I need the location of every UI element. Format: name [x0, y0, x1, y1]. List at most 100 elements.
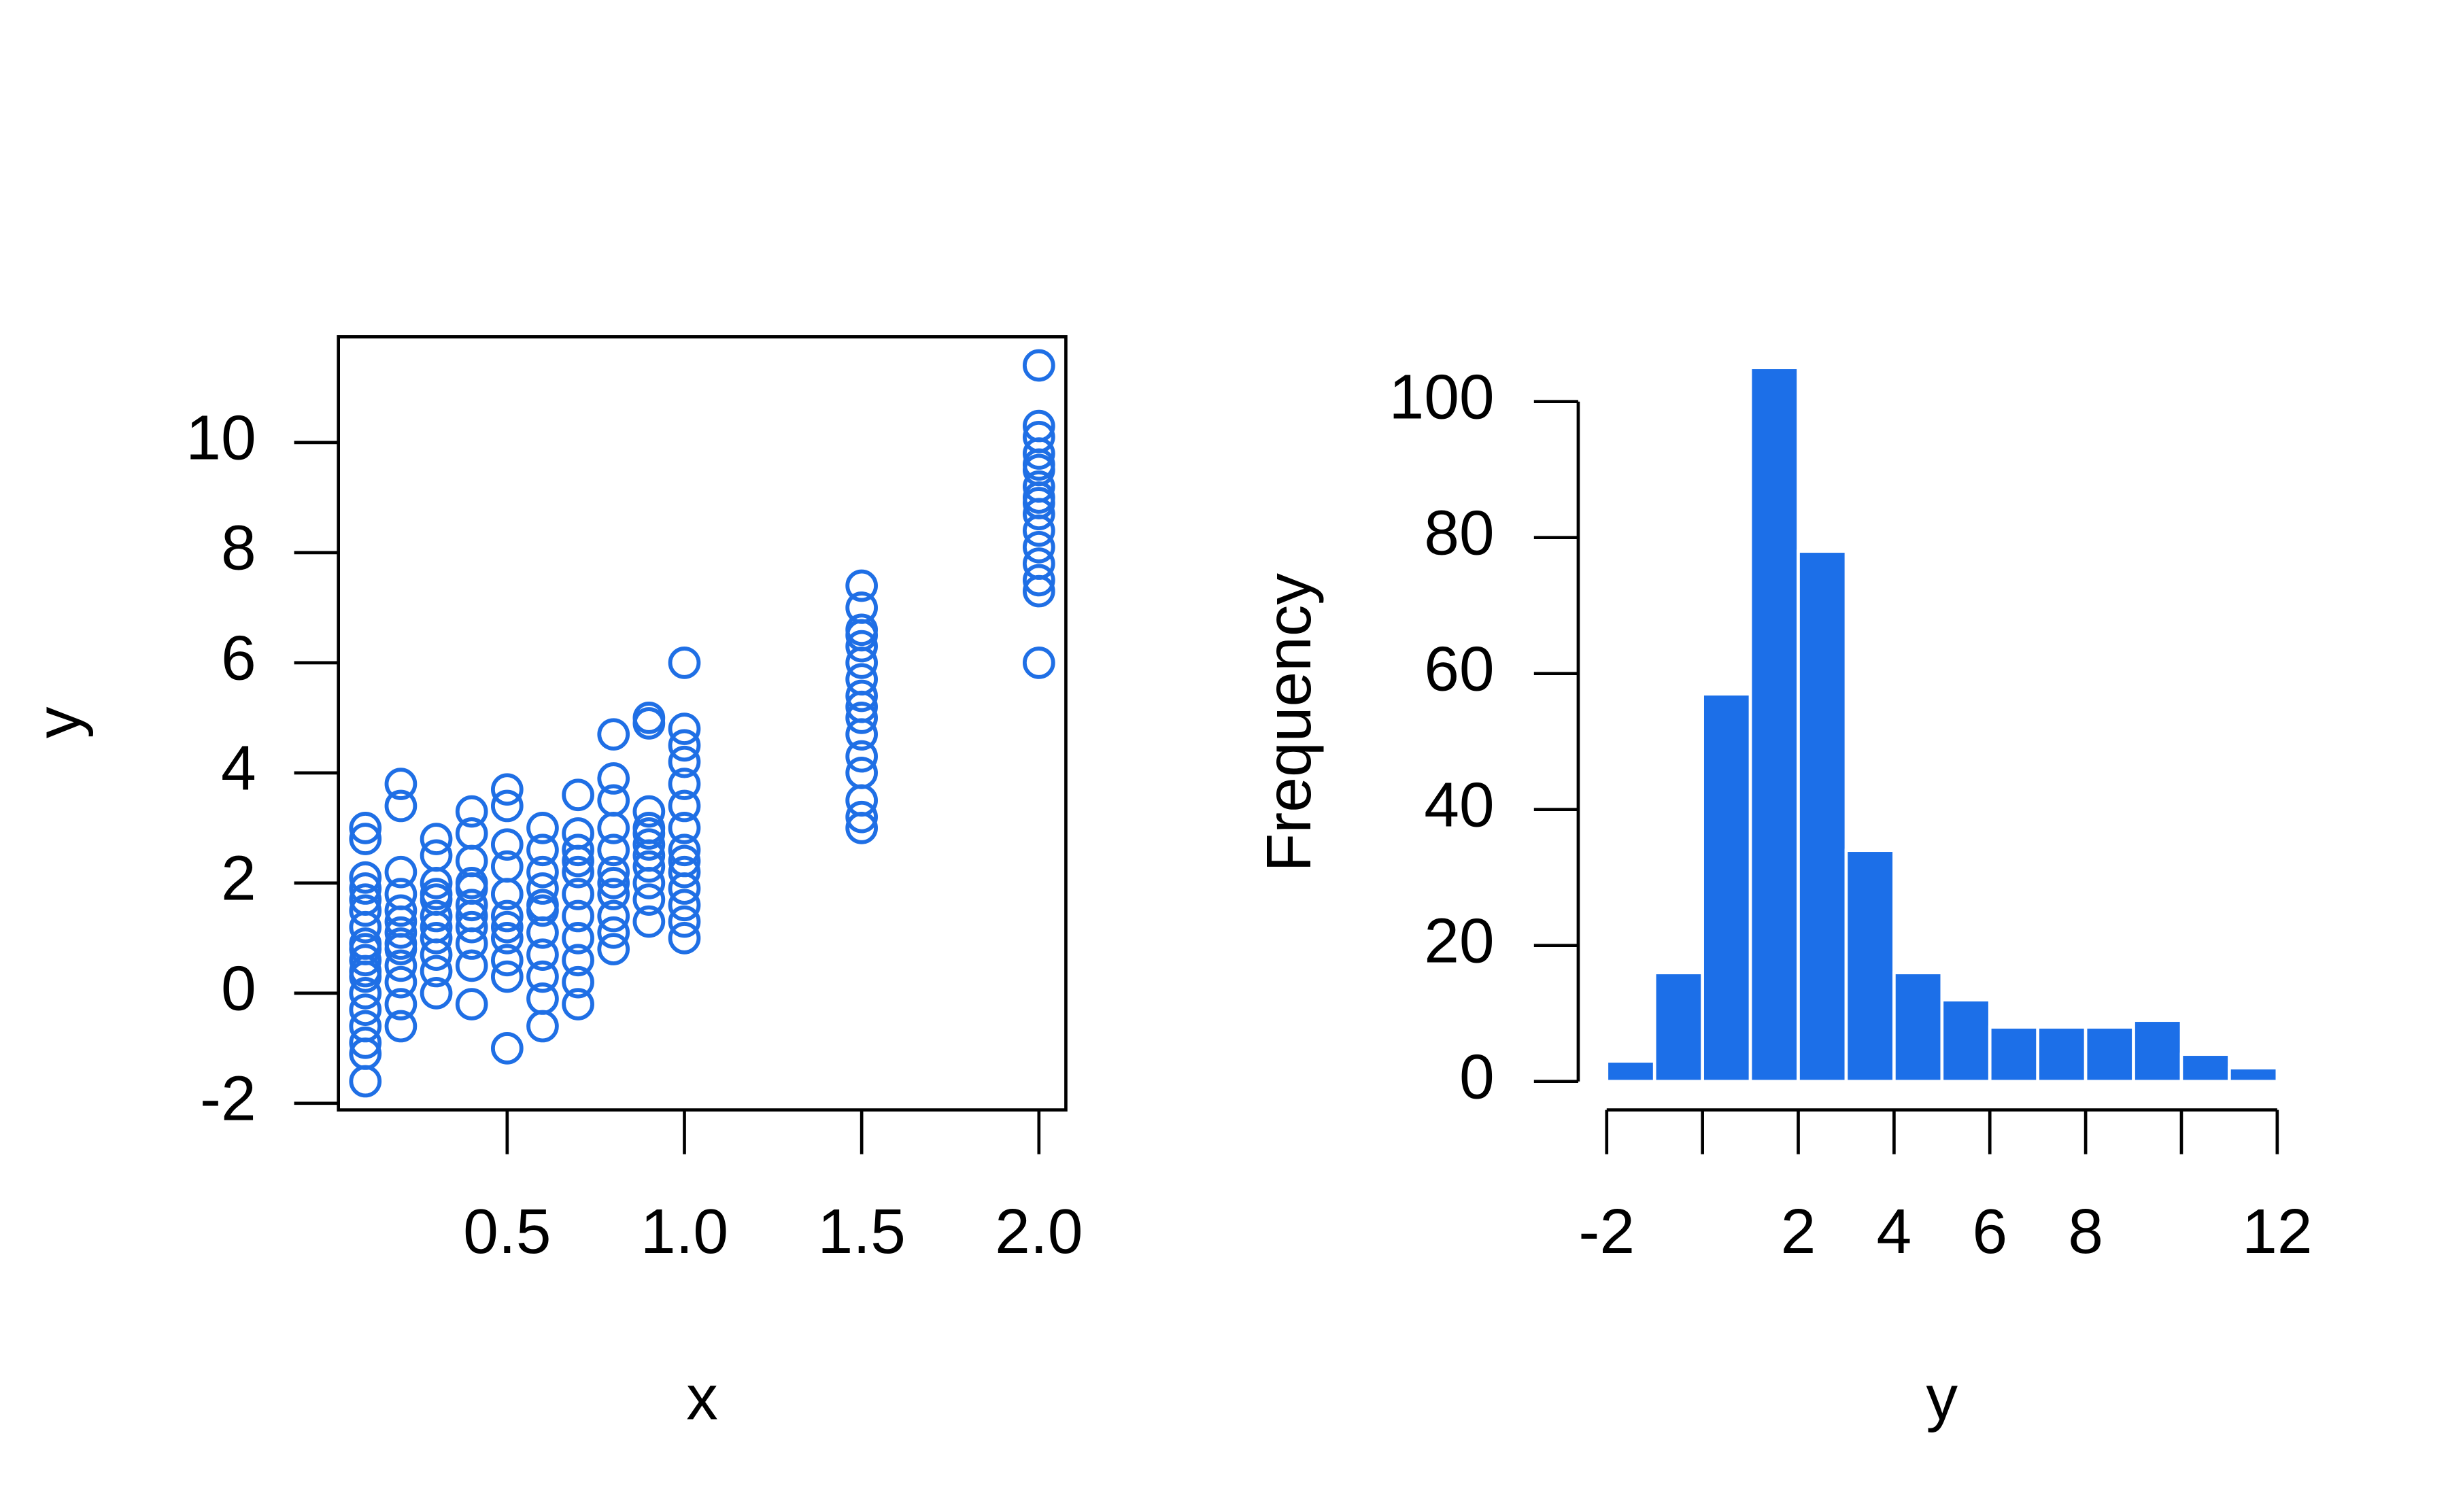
y-tick-label: 10 — [186, 402, 256, 472]
point — [597, 867, 630, 899]
point — [349, 933, 382, 965]
point — [562, 817, 594, 850]
point — [845, 569, 878, 602]
point — [349, 883, 382, 916]
point — [1022, 487, 1055, 519]
point — [1022, 530, 1055, 564]
point — [490, 910, 524, 944]
point — [597, 899, 630, 933]
x-tick-label: 8 — [2068, 1196, 2103, 1267]
point — [562, 922, 594, 955]
point — [562, 834, 594, 867]
point — [1022, 498, 1055, 531]
y-tick-label: 100 — [1389, 361, 1494, 432]
y-tick-label: 0 — [221, 952, 256, 1023]
bar — [2179, 1052, 2231, 1084]
point — [490, 789, 524, 823]
point — [384, 894, 418, 927]
bar — [2036, 1025, 2088, 1084]
point — [668, 872, 701, 905]
point — [384, 905, 418, 938]
y-tick-label: -2 — [200, 1063, 256, 1133]
point — [420, 878, 453, 910]
point — [632, 795, 666, 828]
bar — [1988, 1025, 2040, 1084]
point — [845, 690, 878, 723]
y-tick-label: 4 — [221, 732, 256, 803]
point — [526, 889, 559, 922]
x-tick-label: 12 — [2242, 1196, 2312, 1267]
point — [490, 960, 524, 993]
bar — [2132, 1018, 2183, 1084]
point — [455, 795, 488, 828]
point — [455, 949, 488, 982]
point — [632, 850, 666, 883]
point — [845, 647, 878, 679]
point — [420, 899, 453, 933]
point — [668, 647, 701, 679]
point — [668, 812, 701, 844]
point — [668, 889, 701, 922]
point — [526, 982, 559, 1015]
point — [526, 938, 559, 972]
point — [632, 867, 666, 899]
point — [845, 757, 878, 789]
point — [420, 910, 453, 944]
point — [349, 861, 382, 894]
point — [845, 800, 878, 834]
y-tick-label: 20 — [1424, 905, 1494, 976]
point — [597, 718, 630, 751]
point — [632, 905, 666, 938]
y-tick-label: 80 — [1424, 497, 1494, 568]
point — [384, 878, 418, 910]
point — [526, 855, 559, 889]
point — [597, 916, 630, 949]
point — [490, 878, 524, 910]
point — [668, 834, 701, 867]
point — [845, 679, 878, 712]
y-tick-label: 60 — [1424, 633, 1494, 704]
point — [1022, 547, 1055, 580]
point — [845, 630, 878, 663]
point — [455, 872, 488, 905]
point — [420, 977, 453, 1010]
point — [562, 965, 594, 999]
point — [349, 955, 382, 988]
bar — [1701, 692, 1752, 1084]
point — [526, 834, 559, 867]
point — [845, 740, 878, 773]
point — [420, 823, 453, 855]
point — [384, 1010, 418, 1043]
point — [668, 768, 701, 800]
point — [349, 812, 382, 844]
x-tick-label: -2 — [1578, 1196, 1635, 1267]
point — [490, 922, 524, 955]
y-tick-label: 40 — [1424, 769, 1494, 840]
y-tick-label: 6 — [221, 622, 256, 693]
point — [490, 1032, 524, 1065]
point — [845, 702, 878, 734]
point — [597, 834, 630, 867]
x-tick-label: 6 — [1972, 1196, 2007, 1267]
bar — [1940, 998, 1992, 1084]
y-axis-label: y — [23, 706, 94, 738]
point — [455, 988, 488, 1020]
point — [1022, 647, 1055, 679]
y-axis-label: Frequency — [1253, 573, 1324, 872]
point — [668, 905, 701, 938]
y-tick-label: 0 — [1459, 1041, 1495, 1112]
point — [455, 817, 488, 850]
point — [349, 872, 382, 905]
plot-frame — [337, 335, 1068, 1112]
point — [668, 745, 701, 778]
point — [597, 812, 630, 844]
point — [562, 778, 594, 812]
point — [1022, 514, 1055, 547]
point — [668, 712, 701, 745]
bar — [1892, 971, 1944, 1084]
point — [597, 784, 630, 817]
point — [597, 762, 630, 795]
point — [349, 944, 382, 977]
point — [349, 1010, 382, 1043]
